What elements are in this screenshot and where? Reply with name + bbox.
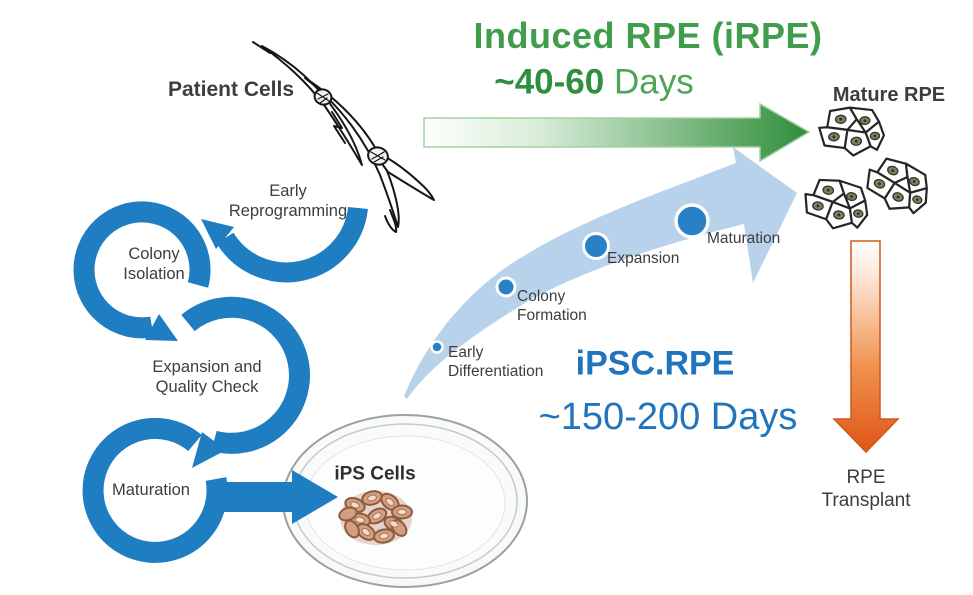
ips-cell-colony — [338, 490, 413, 545]
milestone-dot-early-differentiation — [430, 340, 444, 354]
milestone-dots — [430, 203, 710, 354]
cycle-arrowheads — [145, 219, 338, 524]
mature-rpe-label: Mature RPE — [832, 83, 946, 106]
milestone-dot-maturation — [674, 203, 710, 239]
milestone-expansion-label: Expansion — [607, 250, 680, 267]
title-induced-rpe: Induced RPE (iRPE) — [473, 15, 823, 57]
cycle-step-maturation: Maturation — [112, 480, 190, 499]
patient-cells-label: Patient Cells — [167, 78, 295, 102]
patient-cells-sketch — [252, 41, 435, 233]
maturation-to-dish-arrow — [207, 470, 338, 524]
cycle-step-early-reprogramming: Early Reprogramming — [228, 181, 348, 220]
petri-dish — [282, 414, 528, 588]
cycle-step-expansion-quality-check: Expansion and Quality Check — [152, 357, 262, 396]
milestone-dot-colony-formation — [495, 276, 517, 298]
ips-cells-label: iPS Cells — [334, 463, 416, 485]
milestone-maturation-label: Maturation — [707, 230, 781, 247]
milestone-dot-expansion — [582, 232, 610, 260]
milestone-colony-formation-label: Colony Formation — [517, 288, 587, 325]
cycle-step-colony-isolation: Colony Isolation — [123, 244, 185, 283]
induced-rpe-arrow — [423, 102, 811, 163]
ipsc-rpe-label: iPSC.RPE — [575, 344, 735, 383]
title-duration: ~40-60 Days — [494, 62, 693, 105]
mature-rpe-cells-sketch — [800, 104, 938, 234]
milestone-early-differentiation-label: Early Differentiation — [448, 344, 544, 381]
duration-range: ~40-60 — [494, 62, 605, 102]
ipsc-rpe-duration-label: ~150-200 Days — [538, 395, 798, 438]
duration-unit: Days — [604, 62, 694, 102]
rpe-transplant-label: RPE Transplant — [821, 466, 911, 511]
reprogramming-cycle-arrows — [73, 201, 368, 563]
rpe-transplant-arrow — [832, 240, 900, 454]
